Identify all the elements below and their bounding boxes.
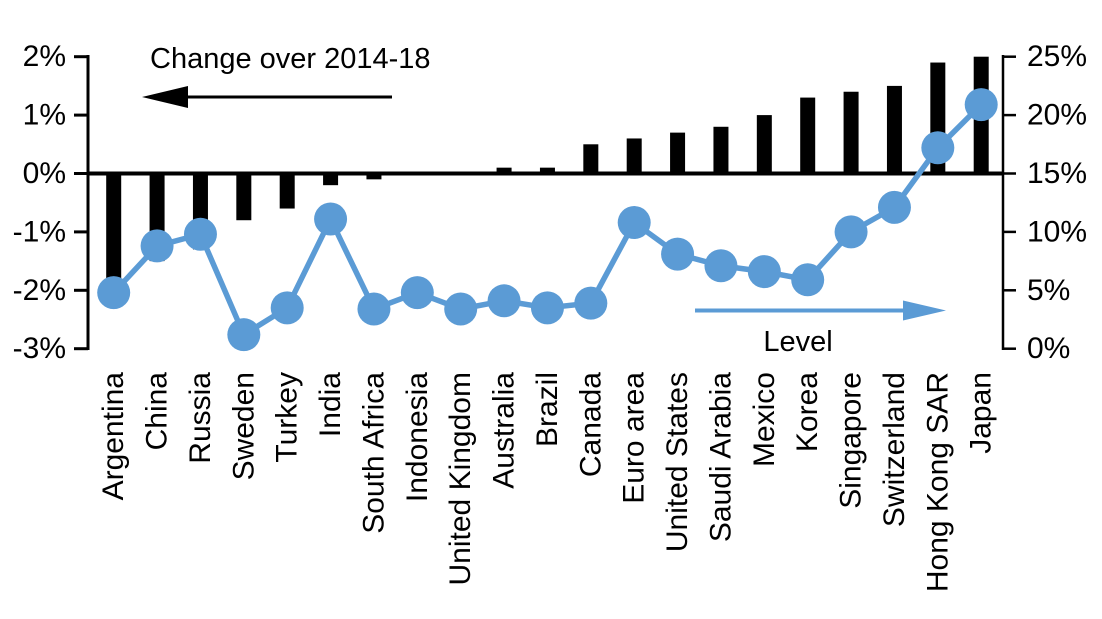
x-label-canada: Canada <box>574 372 607 477</box>
dot-japan <box>964 88 998 122</box>
bar-euro-area <box>626 138 642 174</box>
zero-line <box>88 171 1003 176</box>
right-axis-tick-label: 5% <box>1027 274 1070 307</box>
x-label-turkey: Turkey <box>271 372 304 463</box>
x-label-indonesia: Indonesia <box>401 372 434 502</box>
x-label-united-kingdom: United Kingdom <box>444 372 477 585</box>
dot-india <box>314 202 348 236</box>
x-label-saudi-arabia: Saudi Arabia <box>704 372 737 542</box>
line-series-arrow-head-right-icon <box>903 300 946 321</box>
right-axis-tick-label: 25% <box>1027 40 1087 73</box>
bar-series-annotation-label: Change over 2014-18 <box>150 43 431 75</box>
dot-hong-kong-sar <box>921 131 955 165</box>
left-axis-tick-label: 2% <box>23 40 66 73</box>
bar-saudi-arabia <box>713 126 729 174</box>
x-label-australia: Australia <box>488 372 521 489</box>
dot-switzerland <box>877 190 911 224</box>
bar-singapore <box>843 91 859 174</box>
left-axis-tick-label: -3% <box>13 332 66 365</box>
x-label-euro-area: Euro area <box>618 372 651 504</box>
x-label-japan: Japan <box>965 372 998 454</box>
dot-canada <box>574 286 608 320</box>
bar-india <box>323 173 339 186</box>
dot-australia <box>487 284 521 318</box>
right-axis-tick-label: 0% <box>1027 332 1070 365</box>
dot-turkey <box>270 291 304 325</box>
dot-korea <box>791 263 825 297</box>
dot-singapore <box>834 215 868 249</box>
bar-south-africa <box>366 173 382 180</box>
x-label-china: China <box>141 372 174 451</box>
x-label-korea: Korea <box>791 372 824 452</box>
dot-indonesia <box>400 276 434 310</box>
dot-mexico <box>747 255 781 289</box>
x-label-argentina: Argentina <box>97 372 130 501</box>
x-axis-labels: Argentina China Russia Sweden Turkey India Sou… <box>97 372 998 592</box>
bar-korea <box>800 97 816 174</box>
bar-canada <box>583 144 599 174</box>
level-line-series <box>97 88 998 352</box>
dot-brazil <box>530 291 564 325</box>
bar-switzerland <box>886 85 902 174</box>
x-label-brazil: Brazil <box>531 372 564 447</box>
bar-united-states <box>670 132 686 174</box>
dot-saudi-arabia <box>704 249 738 283</box>
x-label-mexico: Mexico <box>748 372 781 467</box>
x-label-india: India <box>314 372 347 437</box>
right-axis-tick-label: 15% <box>1027 157 1087 190</box>
dot-argentina <box>97 276 131 310</box>
x-label-south-africa: South Africa <box>357 372 390 534</box>
x-label-sweden: Sweden <box>227 372 260 480</box>
right-axis-tick-label: 10% <box>1027 215 1087 248</box>
left-axis-tick-label: 1% <box>23 99 66 132</box>
x-label-switzerland: Switzerland <box>878 372 911 527</box>
dot-sweden <box>227 318 261 352</box>
dot-euro-area <box>617 206 651 240</box>
bar-series-arrow-head-left-icon <box>142 86 188 108</box>
left-axis-tick-label: -2% <box>13 274 66 307</box>
dot-south-africa <box>357 292 391 326</box>
dot-china <box>140 229 174 263</box>
right-axis-tick-label: 20% <box>1027 99 1087 132</box>
left-axis: 2% 1% 0% -1% -2% -3% <box>13 40 90 365</box>
dot-russia <box>183 217 217 251</box>
left-axis-tick-label: -1% <box>13 215 66 248</box>
left-axis-tick-label: 0% <box>23 157 66 190</box>
line-series-annotation-label: Level <box>763 326 832 358</box>
annotations: Change over 2014-18 Level <box>142 43 946 358</box>
dot-united-states <box>661 237 695 271</box>
bar-argentina <box>106 173 122 279</box>
right-axis: 25% 20% 15% 10% 5% 0% <box>1001 40 1087 365</box>
x-label-russia: Russia <box>184 372 217 464</box>
x-label-singapore: Singapore <box>835 372 868 509</box>
bar-australia <box>496 167 512 174</box>
bar-sweden <box>236 173 252 221</box>
bar-turkey <box>279 173 295 209</box>
bar-brazil <box>539 167 555 174</box>
bar-mexico <box>756 115 772 174</box>
dot-united-kingdom <box>444 292 478 326</box>
x-label-united-states: United States <box>661 372 694 552</box>
x-label-hong-kong-sar: Hong Kong SAR <box>921 372 954 592</box>
